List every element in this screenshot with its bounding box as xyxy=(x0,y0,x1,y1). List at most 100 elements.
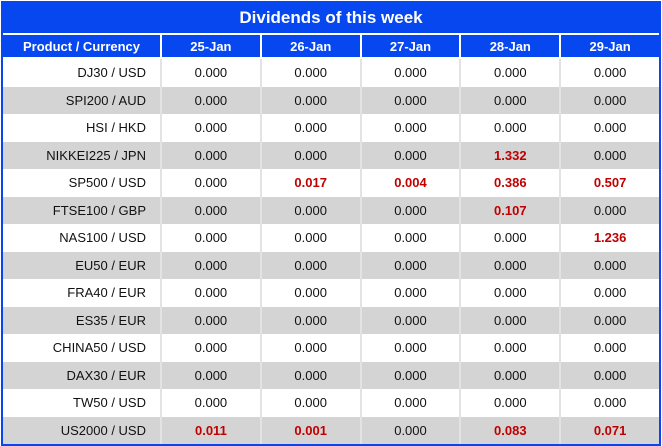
value-cell: 0.000 xyxy=(359,306,460,334)
value-cell: 0.000 xyxy=(359,251,460,279)
value-cell: 0.000 xyxy=(160,59,260,87)
value-cell: 0.017 xyxy=(259,169,360,197)
value-cell: 0.000 xyxy=(559,196,659,224)
value-cell: 0.000 xyxy=(359,59,460,87)
value-cell: 0.000 xyxy=(559,59,659,87)
product-cell: CHINA50 / USD xyxy=(52,340,146,356)
value-cell: 0.000 xyxy=(259,59,360,87)
value-cell: 0.000 xyxy=(459,224,559,252)
value-cell: 0.000 xyxy=(160,169,260,197)
date-column-header: 27-Jan xyxy=(359,35,460,57)
product-cell: FRA40 / EUR xyxy=(67,285,146,301)
value-cell: 0.011 xyxy=(160,416,260,444)
table-row: US2000 / USD 0.011 0.001 0.000 0.083 0.071 xyxy=(3,416,659,444)
value-cell: 0.000 xyxy=(359,416,460,444)
product-cell: TW50 / USD xyxy=(73,395,146,411)
value-cell: 0.000 xyxy=(259,251,360,279)
value-cell: 0.000 xyxy=(259,141,360,169)
table-row: SPI200 / AUD 0.000 0.000 0.000 0.000 0.000 xyxy=(3,86,659,114)
product-cell: DAX30 / EUR xyxy=(66,367,146,383)
value-cell: 0.000 xyxy=(559,251,659,279)
value-cell: 0.000 xyxy=(459,389,559,417)
product-cell: DJ30 / USD xyxy=(77,65,146,81)
value-cell: 0.000 xyxy=(559,86,659,114)
value-cell: 0.000 xyxy=(459,361,559,389)
value-cell: 0.000 xyxy=(359,334,460,362)
value-cell: 0.000 xyxy=(559,279,659,307)
value-cell: 0.000 xyxy=(160,251,260,279)
value-cell: 0.000 xyxy=(259,196,360,224)
value-cell: 0.000 xyxy=(359,86,460,114)
value-cell: 0.004 xyxy=(359,169,460,197)
value-cell: 0.000 xyxy=(160,141,260,169)
value-cell: 0.000 xyxy=(359,224,460,252)
table-row: ES35 / EUR 0.000 0.000 0.000 0.000 0.000 xyxy=(3,306,659,334)
table-row: HSI / HKD 0.000 0.000 0.000 0.000 0.000 xyxy=(3,114,659,142)
table-body: DJ30 / USD 0.000 0.000 0.000 0.000 0.000 SPI20… xyxy=(3,59,659,444)
widget-title: Dividends of this week xyxy=(3,3,659,35)
value-cell: 0.000 xyxy=(359,389,460,417)
table-row: NAS100 / USD 0.000 0.000 0.000 0.000 1.236 xyxy=(3,224,659,252)
product-cell: ES35 / EUR xyxy=(75,312,146,328)
value-cell: 0.000 xyxy=(359,196,460,224)
value-cell: 0.000 xyxy=(160,361,260,389)
table-row: FRA40 / EUR 0.000 0.000 0.000 0.000 0.000 xyxy=(3,279,659,307)
value-cell: 1.332 xyxy=(459,141,559,169)
value-cell: 1.236 xyxy=(559,224,659,252)
product-cell: NIKKEI225 / JPN xyxy=(46,147,146,163)
value-cell: 0.000 xyxy=(459,334,559,362)
value-cell: 0.000 xyxy=(359,141,460,169)
value-cell: 0.000 xyxy=(259,224,360,252)
table-row: EU50 / EUR 0.000 0.000 0.000 0.000 0.000 xyxy=(3,251,659,279)
value-cell: 0.386 xyxy=(459,169,559,197)
value-cell: 0.000 xyxy=(359,279,460,307)
value-cell: 0.000 xyxy=(160,306,260,334)
product-cell: HSI / HKD xyxy=(86,120,146,136)
value-cell: 0.000 xyxy=(459,59,559,87)
table-row: CHINA50 / USD 0.000 0.000 0.000 0.000 0.000 xyxy=(3,334,659,362)
value-cell: 0.000 xyxy=(160,224,260,252)
product-cell: NAS100 / USD xyxy=(59,230,146,246)
value-cell: 0.000 xyxy=(359,361,460,389)
table-row: DAX30 / EUR 0.000 0.000 0.000 0.000 0.000 xyxy=(3,361,659,389)
value-cell: 0.000 xyxy=(459,86,559,114)
value-cell: 0.000 xyxy=(259,389,360,417)
product-cell: US2000 / USD xyxy=(60,422,146,438)
value-cell: 0.000 xyxy=(559,389,659,417)
value-cell: 0.000 xyxy=(559,306,659,334)
product-cell: SPI200 / AUD xyxy=(65,92,146,108)
value-cell: 0.000 xyxy=(259,279,360,307)
table-row: DJ30 / USD 0.000 0.000 0.000 0.000 0.000 xyxy=(3,59,659,87)
value-cell: 0.000 xyxy=(359,114,460,142)
value-cell: 0.000 xyxy=(259,86,360,114)
table-row: TW50 / USD 0.000 0.000 0.000 0.000 0.000 xyxy=(3,389,659,417)
value-cell: 0.000 xyxy=(160,114,260,142)
date-column-header: 26-Jan xyxy=(259,35,360,57)
date-column-header: 29-Jan xyxy=(559,35,659,57)
value-cell: 0.000 xyxy=(459,306,559,334)
value-cell: 0.000 xyxy=(160,196,260,224)
value-cell: 0.000 xyxy=(559,141,659,169)
value-cell: 0.071 xyxy=(559,416,659,444)
value-cell: 0.000 xyxy=(559,114,659,142)
value-cell: 0.000 xyxy=(160,86,260,114)
value-cell: 0.000 xyxy=(160,279,260,307)
date-column-header: 25-Jan xyxy=(160,35,260,57)
value-cell: 0.000 xyxy=(559,334,659,362)
value-cell: 0.507 xyxy=(559,169,659,197)
value-cell: 0.000 xyxy=(259,114,360,142)
value-cell: 0.000 xyxy=(160,389,260,417)
value-cell: 0.001 xyxy=(259,416,360,444)
product-cell: SP500 / USD xyxy=(68,175,146,191)
table-row: NIKKEI225 / JPN 0.000 0.000 0.000 1.332 0.000 xyxy=(3,141,659,169)
product-cell: FTSE100 / GBP xyxy=(52,202,146,218)
value-cell: 0.000 xyxy=(459,279,559,307)
table-row: SP500 / USD 0.000 0.017 0.004 0.386 0.507 xyxy=(3,169,659,197)
value-cell: 0.083 xyxy=(459,416,559,444)
table-row: FTSE100 / GBP 0.000 0.000 0.000 0.107 0.000 xyxy=(3,196,659,224)
value-cell: 0.000 xyxy=(259,334,360,362)
value-cell: 0.000 xyxy=(459,114,559,142)
value-cell: 0.000 xyxy=(259,361,360,389)
value-cell: 0.107 xyxy=(459,196,559,224)
